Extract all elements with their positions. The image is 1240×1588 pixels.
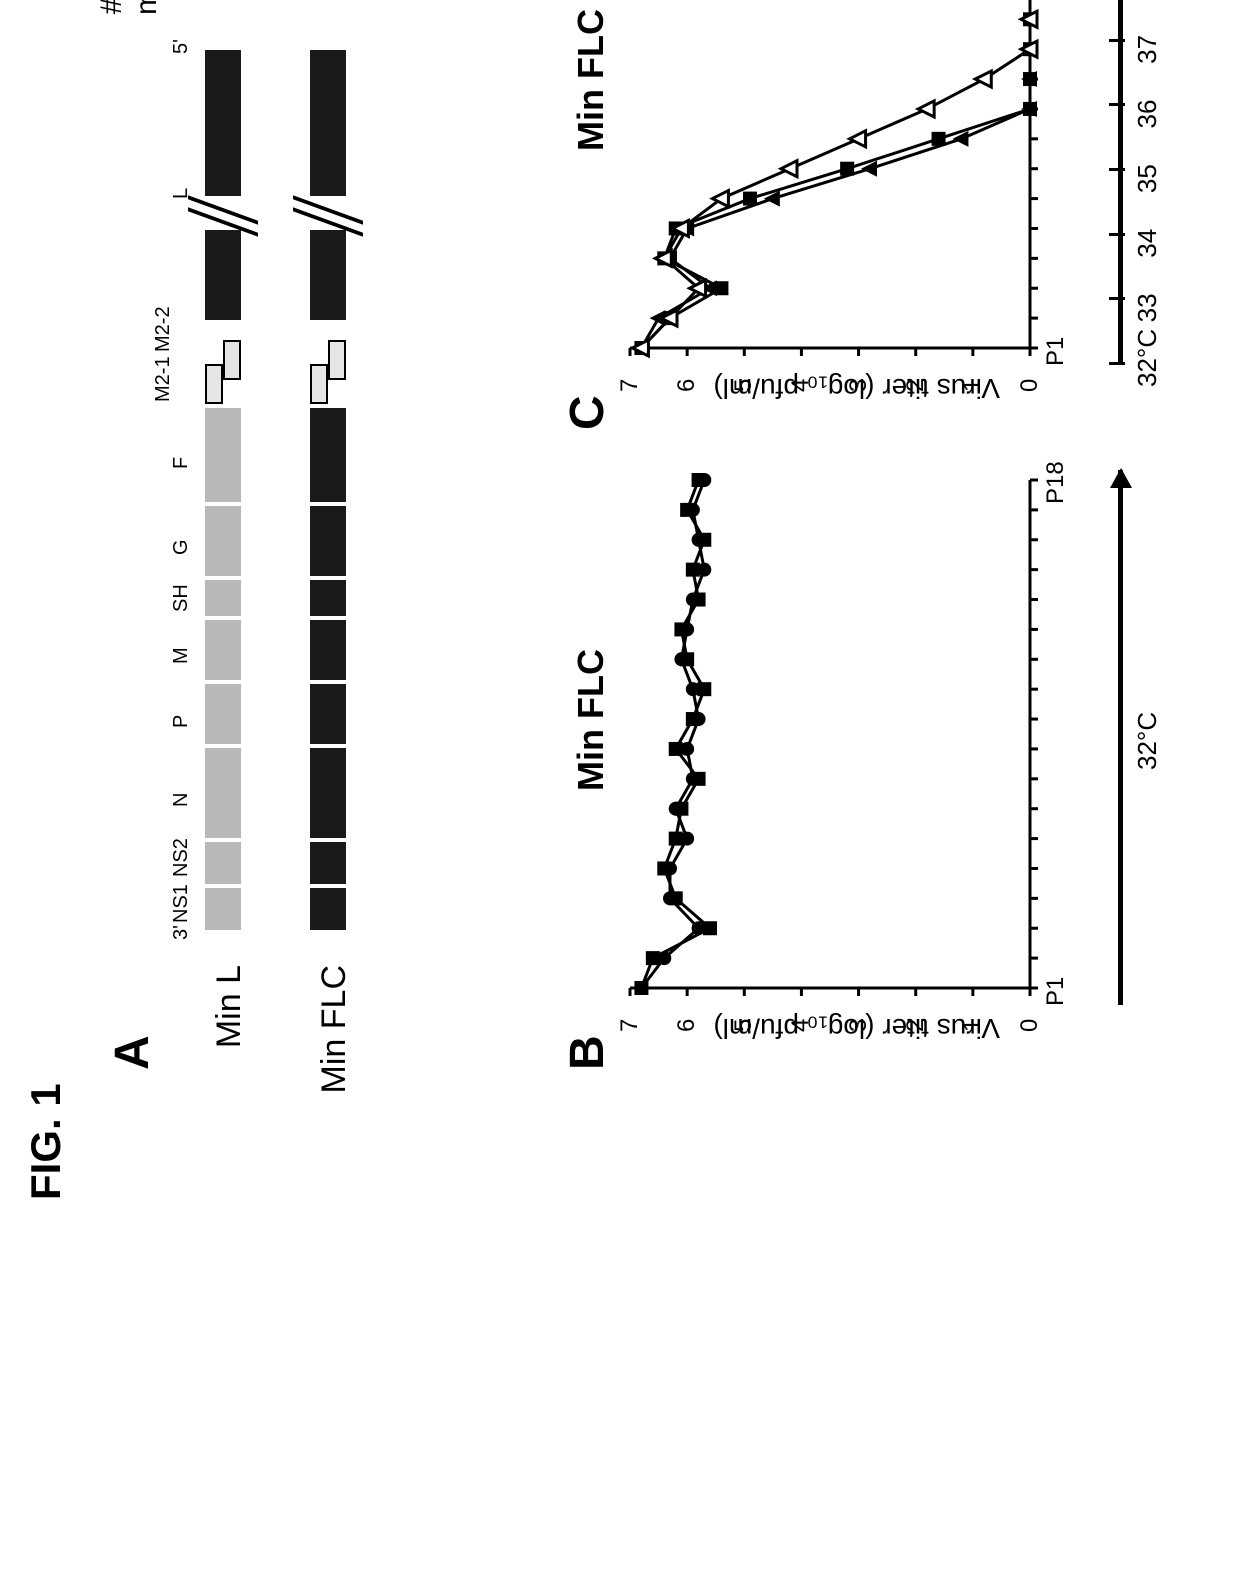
gene-label-NS1: NS1 — [170, 884, 193, 923]
gene-F — [205, 408, 241, 502]
temp-label: 32°C — [1132, 329, 1163, 387]
figure-label: FIG. 1 — [22, 1083, 70, 1200]
m2-1-box — [205, 364, 223, 404]
temp-label: 36 — [1132, 100, 1163, 129]
ytick: 6 — [673, 1019, 701, 1032]
temp-label: 35 — [1132, 164, 1163, 193]
gene-F — [310, 408, 346, 502]
ytick: 0 — [1016, 1019, 1044, 1032]
gene-label-F: F — [170, 457, 193, 469]
temp-tick — [1109, 233, 1125, 236]
panel-C-label: C — [560, 395, 615, 430]
mutations-minFLC: 2,692 — [313, 0, 352, 15]
break-slash — [298, 196, 358, 230]
panel-B-label: B — [560, 1035, 615, 1070]
m2-1-label: M2-1 — [152, 356, 175, 402]
gene-M — [310, 620, 346, 680]
temp-label: 33 — [1132, 293, 1163, 322]
row-label-minL: Min L — [210, 965, 249, 1085]
gene-NS1 — [205, 888, 241, 930]
gene-NS1 — [310, 888, 346, 930]
prime5-label: 5' — [170, 39, 193, 54]
break-slash — [193, 196, 253, 230]
ytick: 7 — [616, 379, 644, 392]
chartB-temp-arrow — [1118, 470, 1123, 1005]
ytick: 2 — [902, 1019, 930, 1032]
gene-G — [310, 506, 346, 576]
row-label-minFLC: Min FLC — [315, 965, 354, 1105]
ytick: 7 — [616, 1019, 644, 1032]
chartB-title: Min FLC — [570, 620, 612, 820]
m2-2-box — [328, 340, 346, 380]
gene-label-N: N — [170, 793, 193, 807]
ytick: 3 — [845, 379, 873, 392]
ytick: 6 — [673, 379, 701, 392]
gene-G — [205, 506, 241, 576]
xlabel-P1: P1 — [1042, 337, 1070, 366]
gene-label-NS2: NS2 — [170, 838, 193, 877]
gene-label-SH: SH — [170, 584, 193, 612]
ytick: 5 — [730, 379, 758, 392]
gene-P — [205, 684, 241, 744]
gene-bar-minFLC — [310, 50, 346, 930]
chartB-temp-label: 32°C — [1132, 712, 1163, 770]
gene-SH — [310, 580, 346, 616]
gene-label-G: G — [170, 539, 193, 555]
m2-2-box — [223, 340, 241, 380]
panel-A-label: A — [105, 1035, 160, 1070]
ytick: 1 — [959, 379, 987, 392]
xlabel-P18: P18 — [1042, 461, 1070, 504]
ytick: 3 — [845, 1019, 873, 1032]
chartB-plot — [620, 470, 1050, 1010]
gene-SH — [205, 580, 241, 616]
gene-N — [310, 748, 346, 838]
gene-NS2 — [310, 842, 346, 884]
ytick: 5 — [730, 1019, 758, 1032]
gene-M — [205, 620, 241, 680]
xlabel-P1: P1 — [1042, 977, 1070, 1006]
gene-P — [310, 684, 346, 744]
temp-tick — [1109, 168, 1125, 171]
m2-2-label: M2-2 — [152, 306, 175, 352]
col-head-mutations: # of silent mutations — [95, 0, 164, 35]
chartC-title: Min FLC — [570, 0, 612, 180]
ytick: 2 — [902, 379, 930, 392]
ytick: 1 — [959, 1019, 987, 1032]
gene-label-P: P — [170, 715, 193, 728]
temp-tick — [1109, 297, 1125, 300]
gene-label-M: M — [170, 647, 193, 664]
chartC-plot — [620, 0, 1050, 370]
ytick: 4 — [787, 1019, 815, 1032]
temp-tick — [1109, 104, 1125, 107]
gene-L — [310, 50, 346, 320]
ytick: 0 — [1016, 379, 1044, 392]
gene-N — [205, 748, 241, 838]
ytick: 4 — [787, 379, 815, 392]
mutations-minL: 1,378 — [208, 0, 247, 15]
gene-bar-minL — [205, 50, 241, 930]
gene-L — [205, 50, 241, 320]
chartC-temp-arrow — [1118, 0, 1123, 365]
temp-label: 34 — [1132, 229, 1163, 258]
temp-label: 37 — [1132, 35, 1163, 64]
gene-NS2 — [205, 842, 241, 884]
temp-tick — [1109, 362, 1125, 365]
temp-tick — [1109, 39, 1125, 42]
m2-1-box — [310, 364, 328, 404]
prime3-label: 3' — [170, 925, 193, 940]
